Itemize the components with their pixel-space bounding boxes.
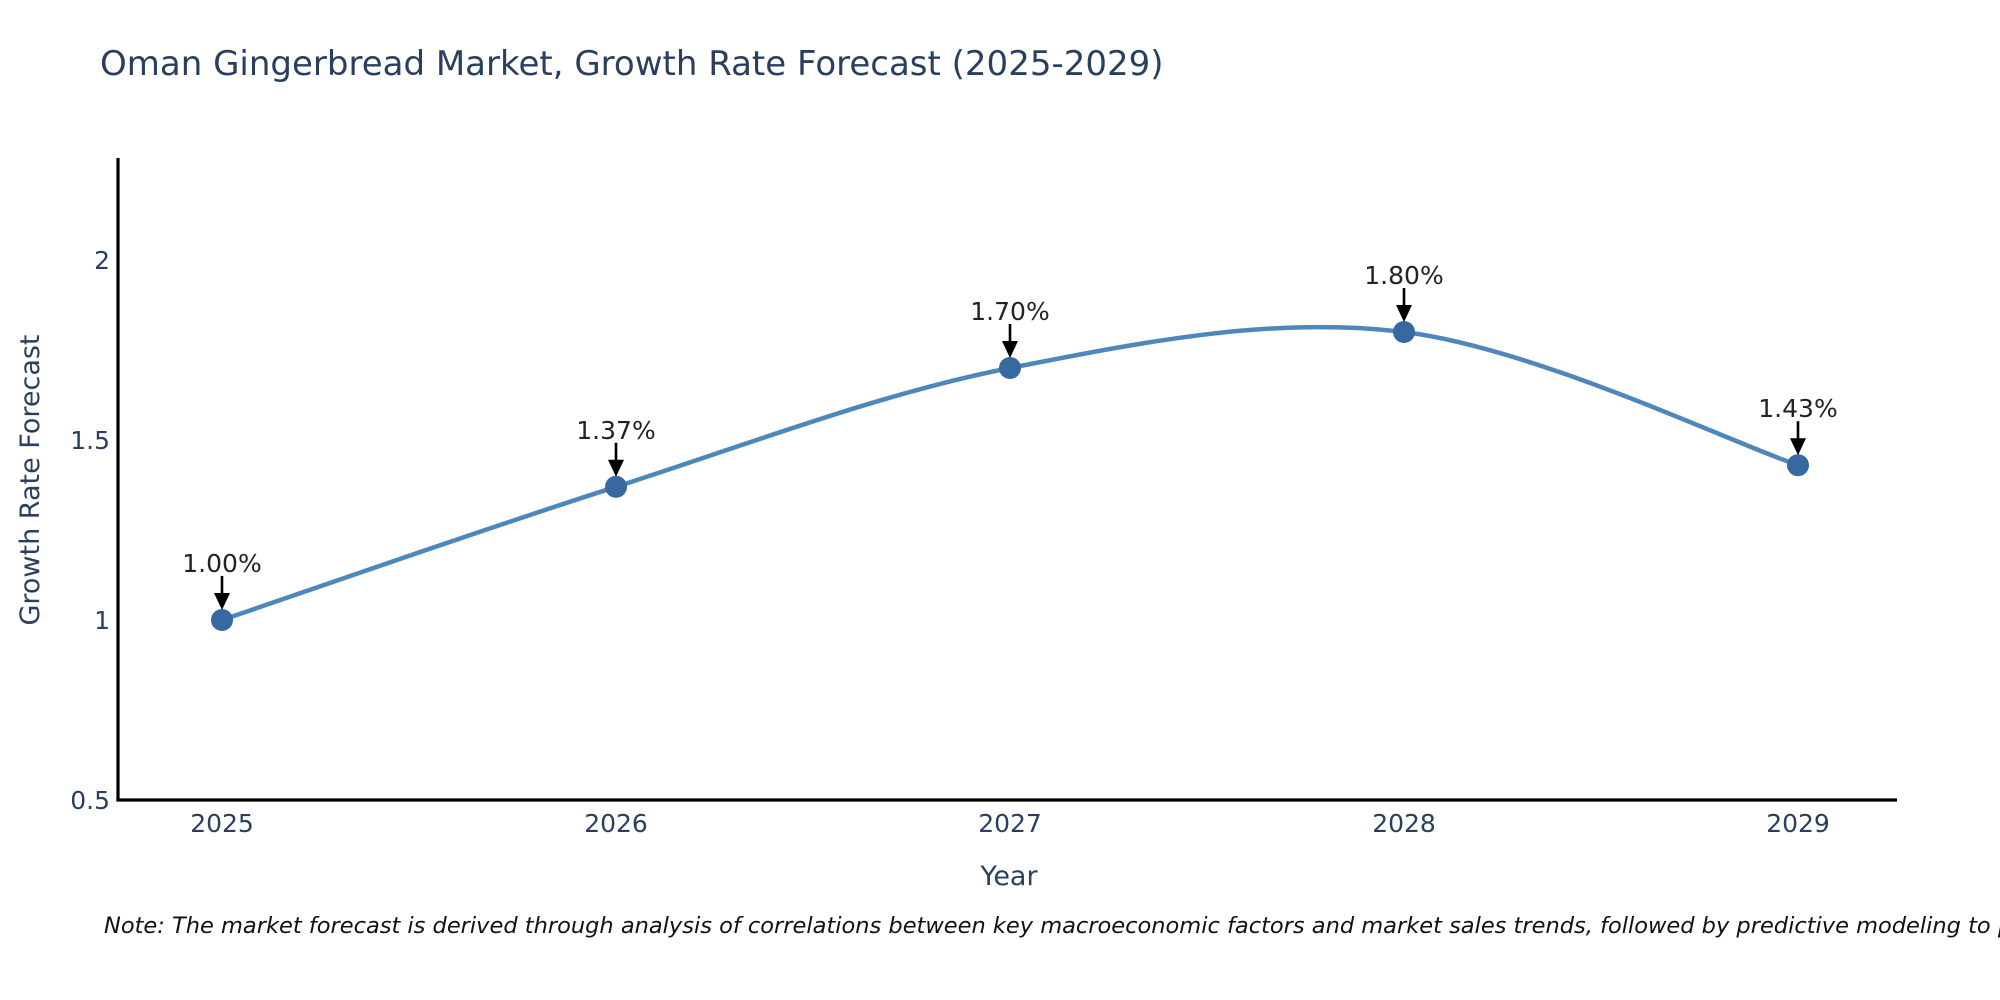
annotation-arrowhead-icon: [1396, 305, 1412, 322]
y-tick-label: 1.5: [70, 426, 110, 455]
y-tick-label: 0.5: [70, 786, 110, 815]
x-tick-label: 2025: [190, 809, 254, 838]
annotation-arrowhead-icon: [608, 459, 624, 477]
x-tick-label: 2029: [1766, 809, 1830, 838]
annotation-arrowhead-icon: [1790, 438, 1806, 456]
x-tick-label: 2026: [584, 809, 648, 838]
data-point-marker: [1393, 321, 1415, 343]
annotation-arrowhead-icon: [214, 593, 230, 610]
x-axis-title: Year: [980, 861, 1038, 892]
annotation-label: 1.70%: [970, 297, 1049, 326]
x-tick-label: 2028: [1372, 809, 1436, 838]
chart-title: Oman Gingerbread Market, Growth Rate For…: [100, 44, 1164, 84]
data-point-marker: [999, 357, 1021, 379]
annotation-label: 1.80%: [1364, 261, 1443, 290]
annotation-arrowhead-icon: [1002, 341, 1018, 358]
annotation-label: 1.43%: [1758, 394, 1837, 423]
annotation-label: 1.37%: [576, 416, 655, 445]
y-tick-label: 2: [94, 246, 110, 275]
x-tick-label: 2027: [978, 809, 1042, 838]
annotation-label: 1.00%: [182, 549, 261, 578]
data-point-marker: [605, 475, 627, 498]
y-tick-label: 1: [94, 606, 110, 635]
footnote-text: Note: The market forecast is derived thr…: [104, 913, 2000, 939]
data-point-marker: [211, 609, 233, 631]
data-point-marker: [1787, 454, 1809, 477]
